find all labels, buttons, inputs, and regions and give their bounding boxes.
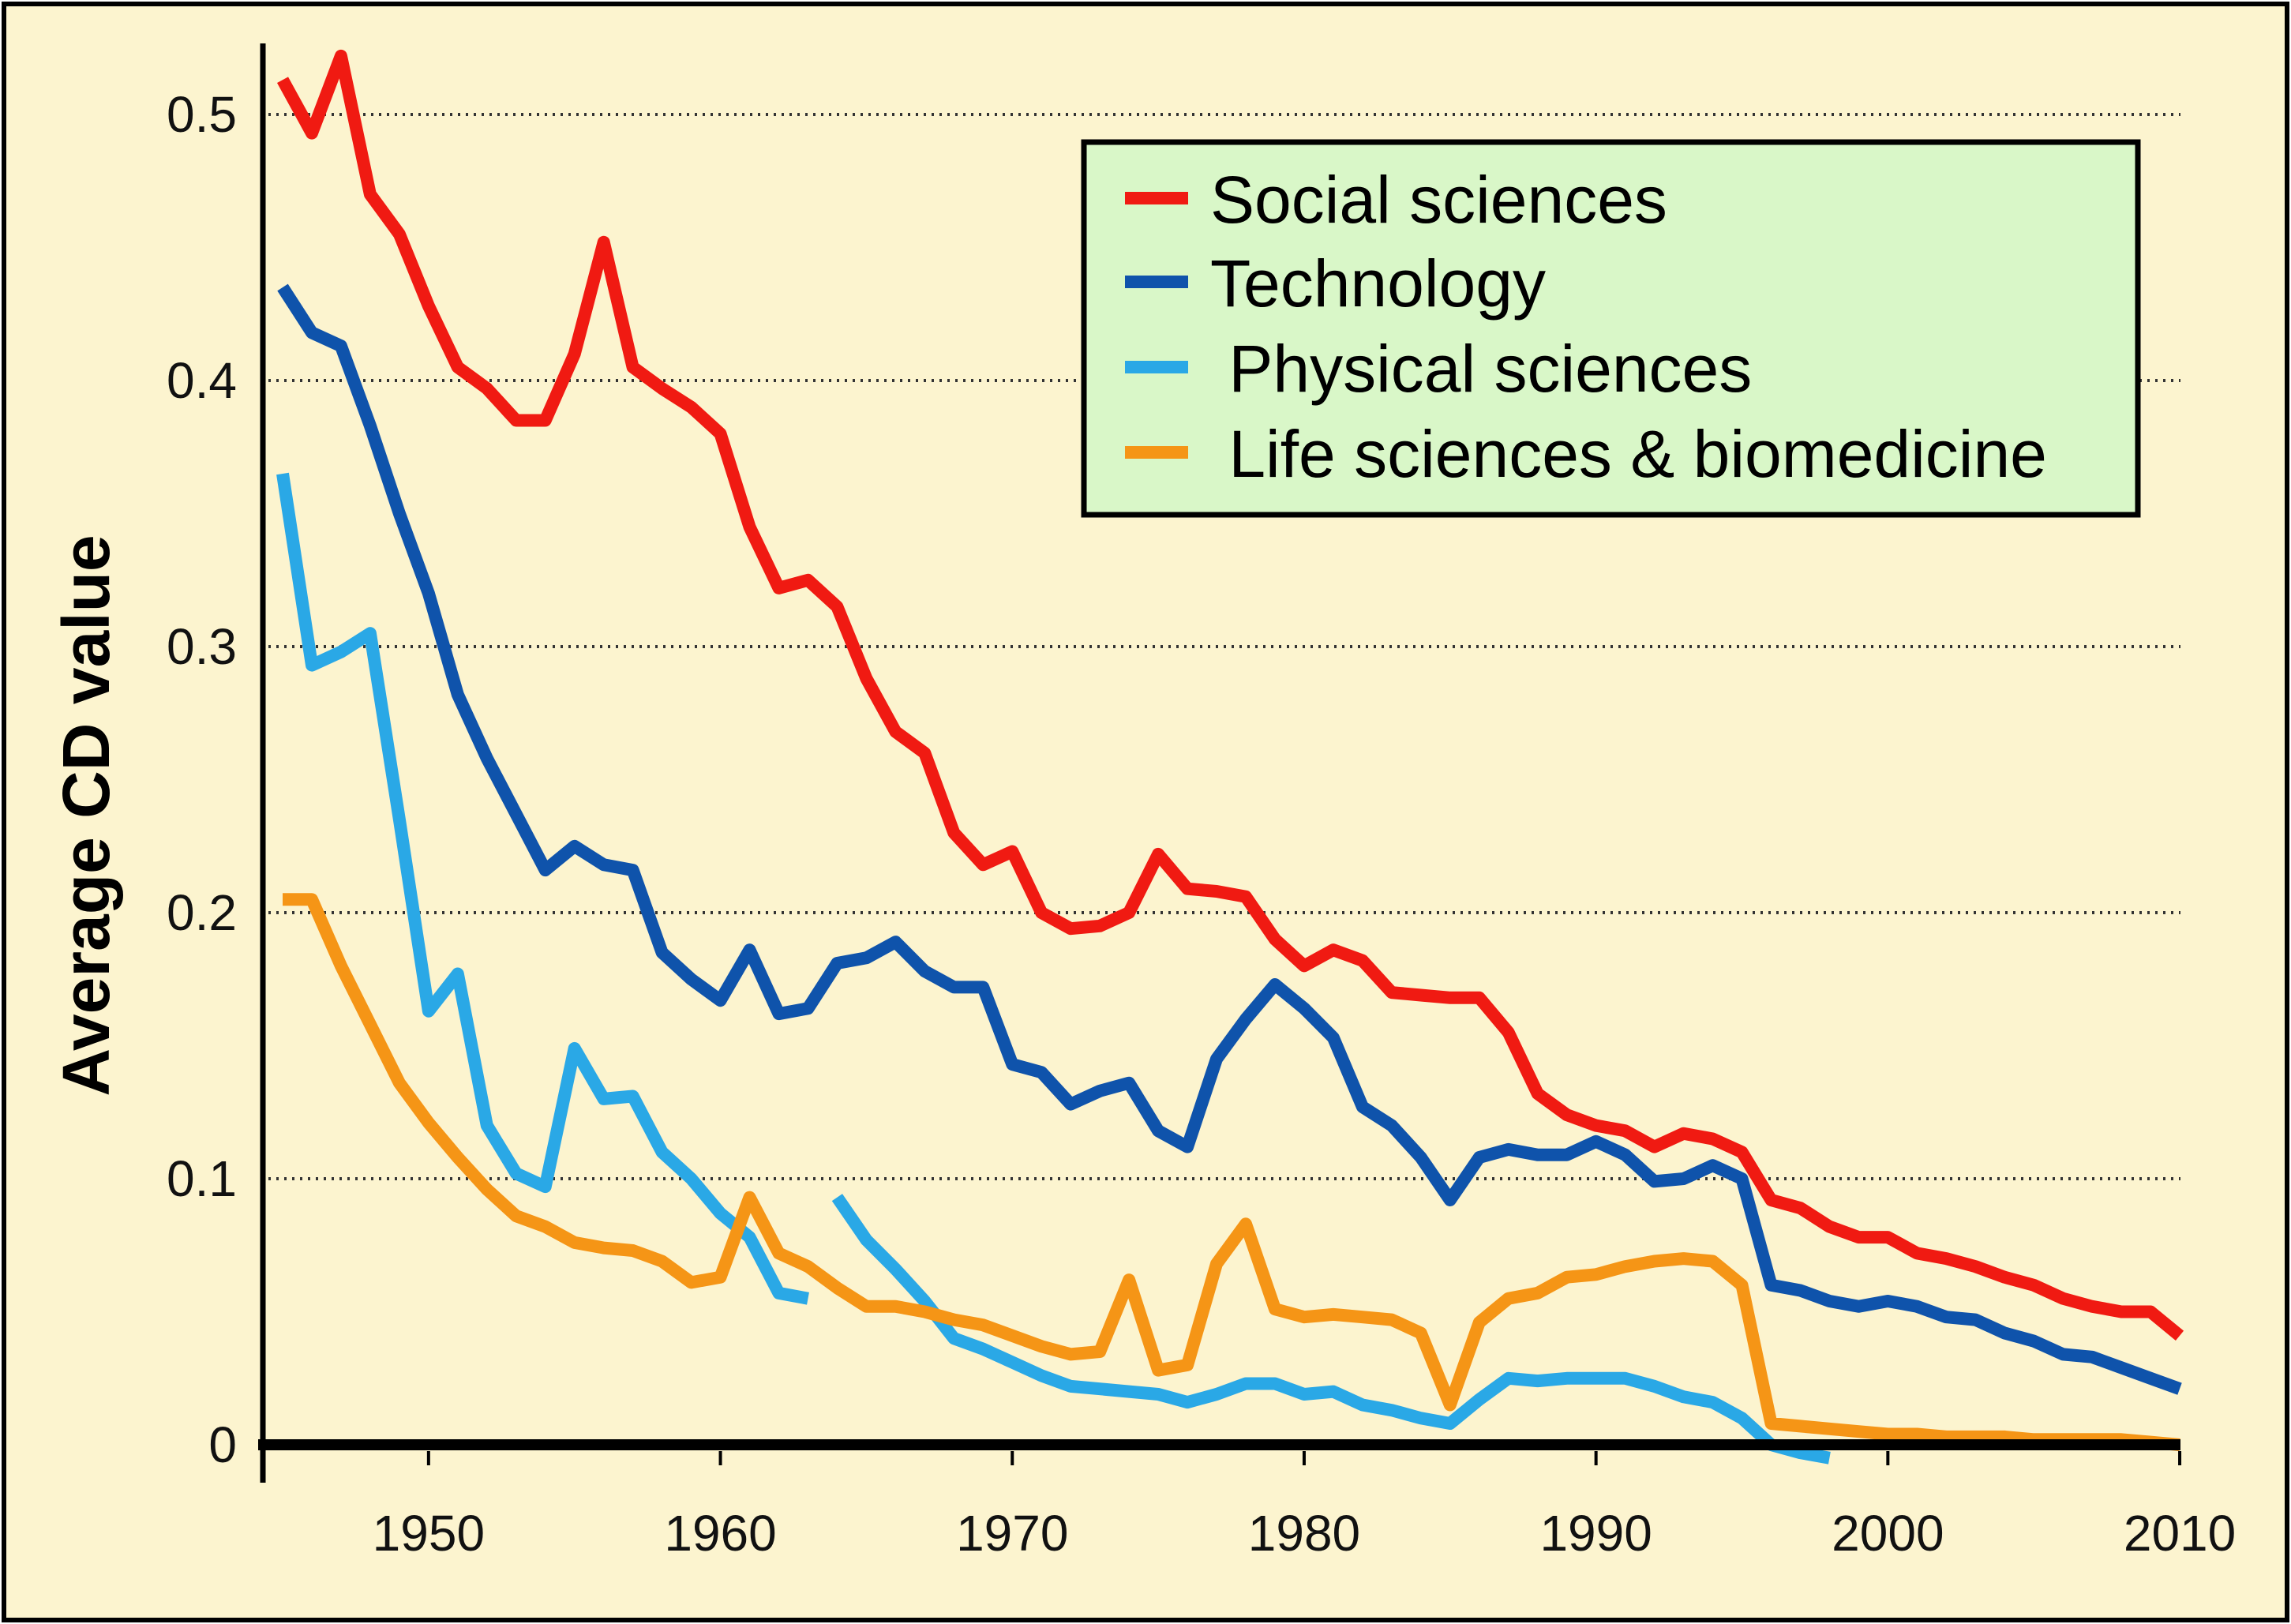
legend-box [1081,139,2141,518]
x-tick-label: 2010 [2124,1505,2236,1562]
x-tick-label: 1950 [373,1505,485,1562]
y-tick-label: 0.2 [167,884,237,941]
y-axis-title: Average CD value [49,534,123,1096]
legend-label-technology: Technology [1210,246,1546,321]
series-line-technology [277,283,2182,1395]
series-line-physical-sciences [276,472,1831,1465]
x-tick-label: 1980 [1248,1505,1360,1562]
series-lines [276,49,2184,1465]
legend-label-social-sciences: Social sciences [1210,163,1667,237]
y-tick-label: 0.1 [167,1150,237,1207]
series-line-social-sciences [276,49,2184,1341]
legend-label-physical-sciences: Physical sciences [1210,332,1752,406]
legend-label-life-sciences: Life sciences & biomedicine [1210,417,2047,491]
tick-labels: 0 0.1 0.2 0.3 0.4 0.5 1950 1960 1970 1980 1990 2000… [167,86,2236,1562]
y-tick-label: 0.5 [167,86,237,143]
axes [258,43,2180,1483]
series-line-life-sciences-biomedicine [283,893,2180,1451]
x-tick-label: 2000 [1832,1505,1944,1562]
legend: Social sciences Technology Physical scie… [1081,139,2141,518]
y-tick-label: 0.4 [167,352,237,409]
y-tick-label: 0.3 [167,618,237,675]
y-tick-label: 0 [208,1416,237,1473]
x-tick-label: 1960 [664,1505,776,1562]
x-tick-label: 1970 [956,1505,1068,1562]
x-tick-label: 1990 [1539,1505,1652,1562]
